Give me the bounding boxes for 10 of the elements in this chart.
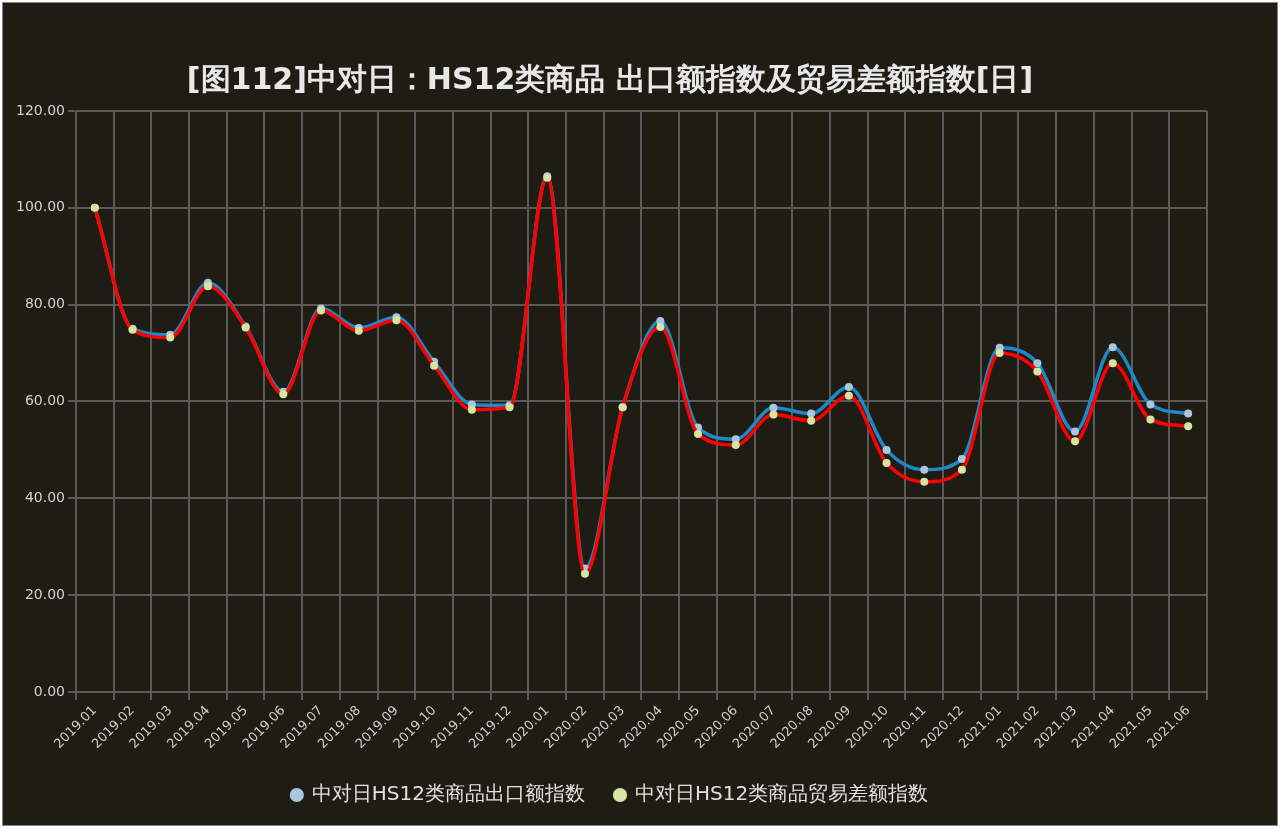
y-tick-label: 60.00 [24, 392, 65, 409]
y-tick-label: 0.00 [33, 682, 65, 699]
legend-label: 中对日HS12类商品出口额指数 [311, 781, 585, 806]
y-tick-label: 80.00 [24, 295, 65, 312]
y-tick-label: 120.00 [15, 101, 65, 118]
chart-title: [图112]中对日：HS12类商品 出口额指数及贸易差额指数[日] [186, 60, 1034, 96]
y-tick-label: 20.00 [24, 585, 65, 602]
legend-label: 中对日HS12类商品贸易差额指数 [635, 781, 929, 806]
y-tick-label: 100.00 [15, 198, 65, 215]
y-tick-label: 40.00 [24, 488, 65, 505]
